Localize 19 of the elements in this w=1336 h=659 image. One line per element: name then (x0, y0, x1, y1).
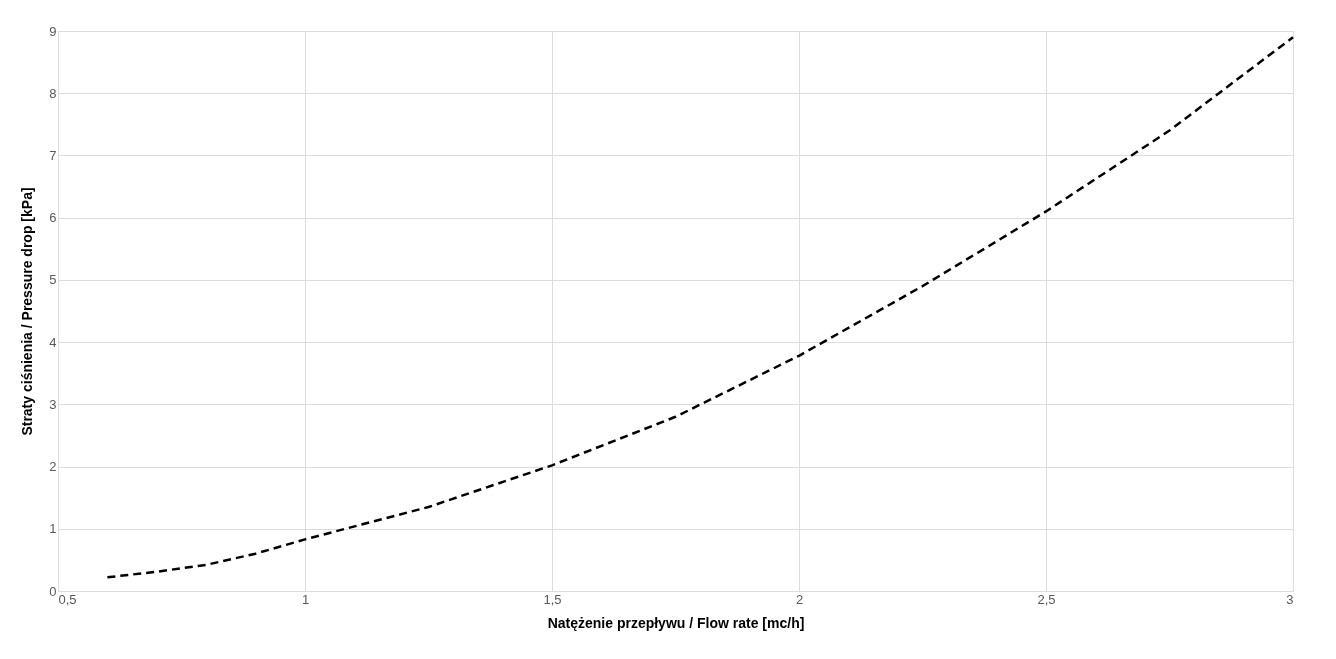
x-tick-label: 0,5 (58, 591, 77, 607)
y-tick-label: 5 (49, 272, 57, 288)
y-tick-label: 2 (49, 459, 57, 475)
y-tick-label: 0 (49, 583, 57, 599)
x-tick-label: 3 (1286, 591, 1294, 607)
y-tick-label: 3 (49, 396, 57, 412)
y-tick-label: 4 (49, 334, 57, 350)
line-series (106, 35, 1295, 579)
x-axis-title: Natężenie przepływu / Flow rate [mc/h] (547, 614, 805, 631)
x-tick-label: 1 (301, 591, 310, 607)
y-tick-label: 9 (49, 23, 57, 39)
x-tick-label: 2,5 (1037, 591, 1056, 607)
y-axis-title: Straty ciśnienia / Pressure drop [kPa] (19, 187, 36, 436)
y-tick-label: 8 (49, 85, 57, 101)
y-tick-label: 6 (49, 210, 57, 226)
x-tick-label: 2 (795, 591, 804, 607)
x-tick-label: 1,5 (543, 591, 562, 607)
y-tick-label: 7 (49, 147, 57, 163)
y-tick-label: 1 (49, 521, 57, 537)
